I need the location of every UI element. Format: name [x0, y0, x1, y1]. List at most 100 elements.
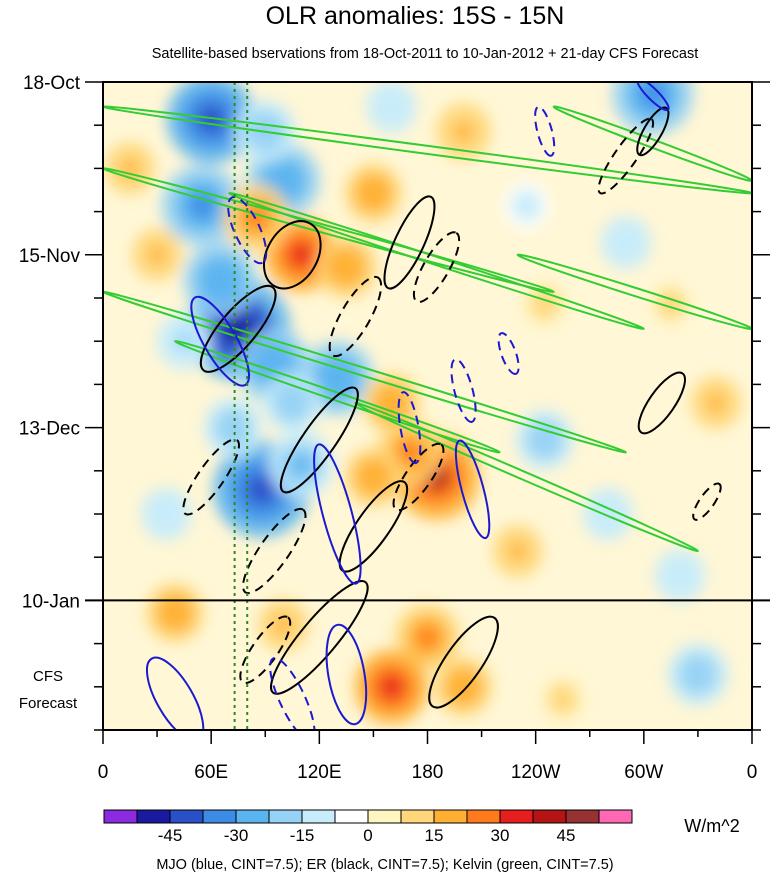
er-contour-15 — [692, 482, 722, 521]
kelvin-contour-5 — [354, 401, 699, 553]
colorbar-box-14 — [565, 809, 600, 824]
anomaly-blob-42-level-2 — [509, 542, 527, 560]
colorbar-box-9 — [400, 809, 435, 824]
colorbar — [103, 809, 633, 824]
anomaly-blob-13-level-2 — [174, 331, 194, 351]
er-contour-4 — [270, 580, 369, 695]
colorbar-box-8 — [367, 809, 402, 824]
er-contour-2 — [279, 386, 359, 494]
anomaly-blob-26-level-2 — [416, 626, 439, 649]
anomaly-blob-14-level-2 — [382, 97, 400, 116]
y-tick-label-13-dec: 13-Dec — [19, 419, 80, 440]
anomaly-blob-4-level-2 — [261, 353, 287, 379]
anomaly-blob-21-level-2 — [518, 197, 535, 214]
mjo-contour-10 — [636, 82, 670, 112]
anomaly-blob-38-level-2 — [554, 690, 571, 708]
colorbar-label-15: 15 — [425, 826, 444, 845]
x-tick-label-120e: 120E — [297, 762, 341, 783]
kelvin-contour-4 — [174, 340, 501, 454]
er-contour-7 — [637, 371, 686, 435]
kelvin-contour-0 — [103, 105, 752, 195]
mjo-contour-0 — [190, 295, 251, 387]
colorbar-label-m15: -15 — [290, 826, 315, 845]
anomaly-blob-23-level-2 — [398, 440, 421, 464]
y-tick-label-18-oct: 18-Oct — [23, 73, 81, 94]
kelvin-contour-3 — [103, 290, 627, 454]
y-axis-tick-labels: 18-Oct 15-Nov 13-Dec 10-Jan — [19, 73, 81, 612]
colorbar-label-m45: -45 — [158, 826, 183, 845]
x-tick-label-0: 0 — [98, 762, 109, 783]
mjo-contour-1 — [313, 443, 362, 585]
anomaly-blob-29-level-2 — [288, 242, 314, 268]
anomaly-blob-9-level-2 — [282, 392, 303, 414]
anomaly-blob-30-level-2 — [245, 206, 268, 230]
contour-legend: MJO (blue, CINT=7.5); ER (black, CINT=7.… — [156, 857, 613, 873]
colorbar-units: W/m^2 — [684, 816, 739, 836]
anomaly-blob-8-level-2 — [324, 365, 350, 391]
mjo-contour-11 — [497, 332, 520, 375]
anomaly-blob-39-level-2 — [707, 393, 725, 412]
colorbar-box-10 — [433, 809, 468, 824]
mjo-contour-8 — [534, 105, 556, 157]
er-contour-12 — [182, 438, 240, 516]
colorbar-box-2 — [169, 809, 204, 824]
colorbar-box-4 — [235, 809, 270, 824]
anomaly-blob-25-level-2 — [363, 466, 384, 488]
kelvin-contour-2 — [228, 191, 645, 330]
colorbar-box-7 — [334, 809, 369, 824]
anomaly-blob-15-level-2 — [534, 429, 555, 451]
anomaly-blob-31-level-2 — [363, 182, 384, 204]
er-contour-11 — [412, 231, 461, 304]
colorbar-label-0: 0 — [363, 826, 372, 845]
anomaly-blob-19-level-2 — [639, 82, 667, 109]
anomaly-blob-20-level-2 — [617, 233, 635, 252]
anomaly-blob-3-level-2 — [207, 266, 233, 293]
x-tick-label-120w: 120W — [511, 762, 561, 783]
er-contour-9 — [242, 507, 307, 595]
mjo-contour-6 — [450, 358, 477, 423]
y-tick-label-10-jan: 10-Jan — [22, 591, 80, 612]
er-contour-10 — [328, 275, 383, 358]
anomaly-blob-5-level-2 — [245, 473, 278, 506]
anomaly-blob-35-level-2 — [165, 602, 185, 623]
x-tick-label-60e: 60E — [194, 762, 228, 783]
mjo-contour-9 — [269, 657, 316, 730]
chart-title: OLR anomalies: 15S - 15N — [266, 2, 565, 30]
colorbar-tick-labels: -45 -30 -15 0 15 30 45 — [158, 826, 576, 845]
anomaly-blob-37-level-2 — [536, 295, 553, 313]
anomaly-blob-18-level-2 — [671, 566, 689, 585]
x-tick-label-0-end: 0 — [747, 762, 758, 783]
chart-subtitle: Satellite-based bservations from 18-Oct-… — [152, 46, 699, 62]
anomaly-blob-6-level-2 — [223, 417, 243, 438]
er-contour-6 — [428, 615, 499, 709]
mjo-contour-4 — [325, 623, 368, 726]
mjo-contour-7 — [397, 391, 422, 465]
er-contour-14 — [392, 442, 445, 512]
colorbar-box-3 — [202, 809, 237, 824]
colorbar-box-1 — [136, 809, 171, 824]
anomaly-blob-17-level-2 — [687, 663, 709, 686]
colorbar-box-6 — [301, 809, 336, 824]
colorbar-box-15 — [598, 809, 633, 824]
anomaly-blob-1-level-2 — [188, 191, 216, 220]
colorbar-box-12 — [499, 809, 534, 824]
anomaly-blob-33-level-2 — [148, 245, 166, 264]
er-contour-5 — [383, 195, 436, 290]
er-contour-0 — [263, 220, 322, 290]
anomaly-blob-27-level-2 — [379, 674, 404, 700]
colorbar-box-11 — [466, 809, 501, 824]
wave-filter-contours — [103, 82, 752, 730]
anomaly-blob-36-level-2 — [274, 616, 292, 635]
colorbar-label-45: 45 — [557, 826, 576, 845]
x-tick-label-60w: 60W — [624, 762, 663, 783]
plot-frame — [85, 81, 770, 744]
anomaly-field — [104, 82, 742, 725]
er-contour-8 — [636, 106, 670, 157]
colorbar-box-5 — [268, 809, 303, 824]
er-contour-16 — [239, 615, 292, 685]
anomaly-blob-28-level-2 — [453, 676, 474, 697]
anomaly-blob-24-level-2 — [381, 392, 402, 414]
forecast-label-line2: Forecast — [19, 695, 78, 712]
y-tick-label-15-nov: 15-Nov — [19, 246, 81, 267]
